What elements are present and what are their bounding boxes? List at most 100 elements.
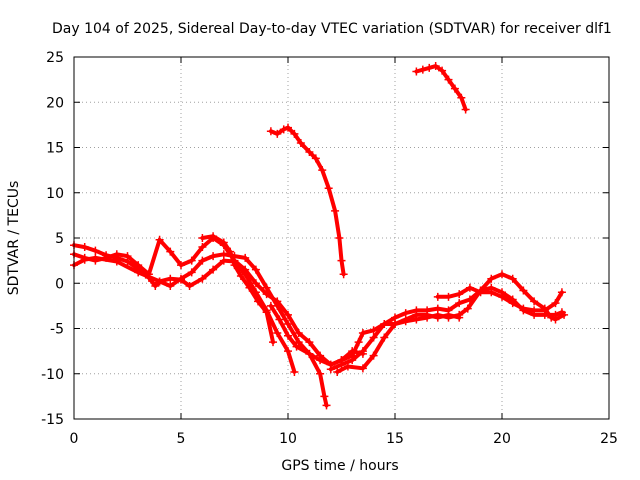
- x-tick-label: 0: [70, 431, 79, 447]
- data-point: [198, 234, 207, 242]
- data-point: [177, 261, 185, 270]
- data-point: [433, 292, 442, 301]
- y-tick-label: 0: [55, 276, 64, 292]
- data-point: [498, 270, 506, 279]
- data-point: [166, 247, 175, 256]
- data-point: [273, 297, 282, 306]
- data-point: [465, 283, 474, 292]
- data-point: [369, 351, 378, 360]
- data-point: [279, 125, 288, 134]
- data-point: [369, 333, 378, 342]
- data-point: [112, 257, 121, 266]
- data-point: [296, 138, 305, 147]
- data-point: [433, 313, 442, 322]
- data-point: [236, 272, 245, 281]
- data-point: [80, 243, 89, 252]
- data-point: [134, 268, 143, 277]
- data-point: [241, 265, 250, 274]
- data-point: [241, 253, 250, 262]
- data-point: [337, 356, 346, 365]
- data-point: [380, 333, 389, 342]
- y-tick-label: -10: [41, 367, 64, 383]
- data-point: [284, 319, 292, 328]
- data-point: [463, 304, 472, 313]
- data-point: [187, 268, 196, 277]
- series-track-4: [198, 232, 278, 347]
- data-point: [425, 63, 434, 72]
- data-point: [230, 261, 239, 270]
- data-point: [112, 250, 121, 259]
- data-point: [311, 154, 320, 163]
- x-tick-label: 10: [279, 431, 297, 447]
- series-track: [200, 234, 275, 345]
- data-point: [198, 274, 207, 283]
- data-point: [498, 292, 506, 301]
- data-point: [219, 238, 228, 247]
- data-point: [316, 369, 325, 378]
- data-point: [551, 310, 560, 319]
- data-point: [324, 184, 333, 193]
- data-point: [151, 281, 160, 290]
- y-tick-label: 10: [46, 186, 64, 202]
- data-point: [198, 243, 207, 252]
- data-point: [177, 274, 185, 283]
- data-point: [337, 256, 346, 265]
- data-point: [412, 67, 421, 76]
- y-tick-label: 25: [46, 50, 64, 66]
- data-point: [284, 331, 292, 340]
- data-point: [358, 347, 367, 356]
- data-point: [557, 308, 566, 317]
- data-point: [251, 279, 260, 288]
- data-point: [209, 265, 218, 274]
- chart-title: Day 104 of 2025, Sidereal Day-to-day VTE…: [52, 21, 612, 37]
- data-point: [226, 247, 235, 256]
- y-axis-label: SDTVAR / TECUs: [6, 181, 22, 296]
- data-point: [144, 270, 153, 279]
- data-point: [290, 129, 299, 138]
- data-point: [557, 288, 566, 297]
- data-point: [348, 351, 357, 360]
- data-point: [369, 326, 378, 335]
- data-point: [418, 65, 427, 74]
- data-point: [254, 297, 263, 306]
- data-point: [530, 297, 539, 306]
- data-point: [530, 306, 539, 315]
- data-point: [251, 265, 260, 274]
- data-point: [326, 365, 335, 374]
- data-point: [380, 319, 389, 328]
- data-point: [273, 129, 282, 138]
- data-point: [266, 301, 275, 310]
- y-tick-label: 15: [46, 141, 64, 157]
- data-point: [273, 329, 282, 338]
- data-point: [284, 347, 292, 356]
- series-track-5: [266, 301, 331, 410]
- data-point: [401, 315, 410, 324]
- x-tick-label: 25: [600, 431, 618, 447]
- data-point: [91, 256, 100, 265]
- series-track: [414, 64, 468, 112]
- y-tick-label: -15: [41, 412, 64, 428]
- data-point: [455, 290, 464, 299]
- data-point: [551, 299, 560, 308]
- data-point: [519, 304, 528, 313]
- data-point: [187, 256, 196, 265]
- data-point: [166, 281, 175, 290]
- series-track-8: [337, 310, 464, 365]
- data-point: [219, 250, 228, 259]
- data-point: [444, 292, 453, 301]
- data-point: [91, 246, 100, 255]
- data-point: [412, 310, 421, 319]
- data-point: [305, 349, 314, 358]
- data-point: [284, 310, 292, 319]
- series-track: [328, 272, 567, 372]
- data-point: [450, 84, 459, 93]
- data-point: [423, 310, 432, 319]
- data-point: [343, 362, 352, 371]
- data-point: [444, 310, 453, 319]
- data-point: [316, 351, 325, 360]
- series-track-9: [433, 283, 566, 315]
- data-point: [262, 308, 271, 317]
- data-point: [102, 253, 111, 262]
- data-point: [305, 148, 314, 157]
